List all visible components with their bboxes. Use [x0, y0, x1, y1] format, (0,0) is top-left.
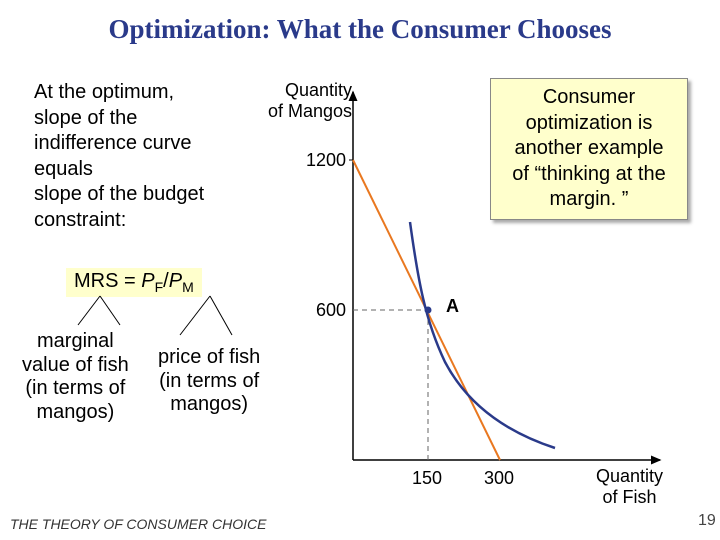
ytick-600: 600 — [316, 300, 346, 321]
xtick-150: 150 — [412, 468, 442, 489]
footer-text: THE THEORY OF CONSUMER CHOICE — [10, 516, 266, 532]
page-number: 19 — [698, 512, 716, 530]
chart-svg — [0, 0, 720, 540]
point-a-label: A — [446, 296, 459, 317]
ytick-1200: 1200 — [306, 150, 346, 171]
y-axis-label: Quantityof Mangos — [262, 80, 352, 122]
x-axis-label: Quantityof Fish — [596, 466, 663, 508]
xtick-300: 300 — [484, 468, 514, 489]
